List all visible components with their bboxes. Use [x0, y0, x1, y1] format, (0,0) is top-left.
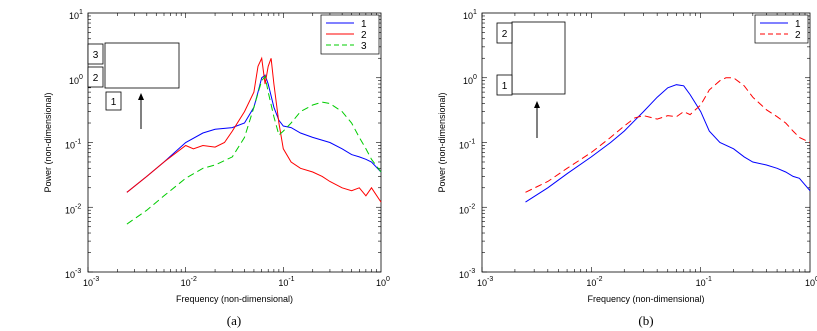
x-tick-label: 10 — [181, 278, 191, 288]
inset-diagram: 21 — [496, 21, 566, 138]
inset-box-2 — [87, 66, 104, 88]
inset-box-1 — [105, 91, 122, 111]
x-tick-exponent: -1 — [706, 276, 712, 283]
inset-diagram: 3 2 1 — [87, 42, 180, 129]
y-tick-label: 10 — [65, 205, 75, 215]
y-tick-exponent: 1 — [473, 9, 477, 16]
inset-arrow-head — [534, 101, 540, 108]
chart-panel-1: 10 -3 10 -2 10 -1 10 010 -310 -210 -110 010 1Frequen… — [43, 9, 390, 328]
legend-label-3: 3 — [361, 41, 367, 52]
y-tick-exponent: -2 — [75, 203, 81, 210]
inset-box-2 — [496, 22, 513, 44]
legend-box — [754, 14, 809, 44]
inset-arrow-head — [138, 93, 144, 100]
x-axis-label: Frequency (non-dimensional) — [587, 294, 704, 304]
y-tick-exponent: 0 — [79, 74, 83, 81]
y-tick-exponent: -1 — [75, 139, 81, 146]
y-tick-exponent: -1 — [469, 139, 475, 146]
x-tick-exponent: 0 — [386, 276, 390, 283]
x-tick-exponent: -2 — [596, 276, 602, 283]
inset-box-label-3: 3 — [93, 50, 99, 61]
y-tick-label: 10 — [69, 76, 79, 86]
x-tick-label: 10 — [376, 278, 386, 288]
inset-box-label-2: 2 — [93, 73, 99, 84]
y-tick-exponent: 1 — [79, 9, 83, 16]
series-line-1 — [126, 74, 382, 193]
y-tick-label: 10 — [65, 270, 75, 280]
y-tick-label: 10 — [463, 76, 473, 86]
y-tick-label: 10 — [459, 141, 469, 151]
legend-label-2: 2 — [361, 30, 367, 41]
panel-label: (b) — [638, 313, 653, 328]
y-tick-exponent: -3 — [469, 268, 475, 275]
x-tick-label: 10 — [696, 278, 706, 288]
legend-label-2: 2 — [795, 30, 801, 41]
panel-label: (a) — [227, 313, 241, 328]
y-tick-label: 10 — [65, 141, 75, 151]
x-tick-label: 10 — [278, 278, 288, 288]
inset-box-1 — [496, 74, 513, 96]
inset-main-box — [104, 42, 180, 89]
x-axis-label: Frequency (non-dimensional) — [176, 294, 293, 304]
legend: 123 — [320, 14, 380, 55]
series-line-2 — [126, 56, 382, 203]
y-axis-label: Power (non-dimensional) — [43, 92, 53, 192]
y-tick-label: 10 — [69, 11, 79, 21]
y-tick-label: 10 — [463, 11, 473, 21]
x-tick-label: 10 — [805, 278, 815, 288]
inset-box-label-1: 1 — [111, 97, 117, 108]
inset-main-box — [511, 21, 566, 95]
x-tick-exponent: -3 — [487, 276, 493, 283]
legend-label-1: 1 — [361, 19, 367, 30]
series-line-1 — [525, 84, 811, 203]
y-tick-exponent: -2 — [469, 203, 475, 210]
inset-box-label-2: 2 — [502, 29, 508, 40]
series-line-2 — [525, 77, 811, 193]
x-tick-exponent: 0 — [815, 276, 817, 283]
y-tick-label: 10 — [459, 205, 469, 215]
legend-label-1: 1 — [795, 19, 801, 30]
x-tick-exponent: -3 — [93, 276, 99, 283]
x-tick-exponent: -1 — [288, 276, 294, 283]
y-axis-label: Power (non-dimensional) — [437, 92, 447, 192]
y-tick-label: 10 — [459, 270, 469, 280]
y-tick-exponent: -3 — [75, 268, 81, 275]
x-tick-label: 10 — [83, 278, 93, 288]
series-line-3 — [126, 75, 382, 225]
x-tick-label: 10 — [586, 278, 596, 288]
legend: 12 — [754, 14, 809, 44]
x-tick-exponent: -2 — [191, 276, 197, 283]
x-tick-label: 10 — [477, 278, 487, 288]
y-tick-exponent: 0 — [473, 74, 477, 81]
chart-panel-2: 10 -3 10 -2 10 -1 10 010 -310 -210 -110 010 1Frequen… — [437, 9, 817, 328]
inset-box-3 — [87, 43, 104, 65]
inset-box-label-1: 1 — [502, 81, 508, 92]
